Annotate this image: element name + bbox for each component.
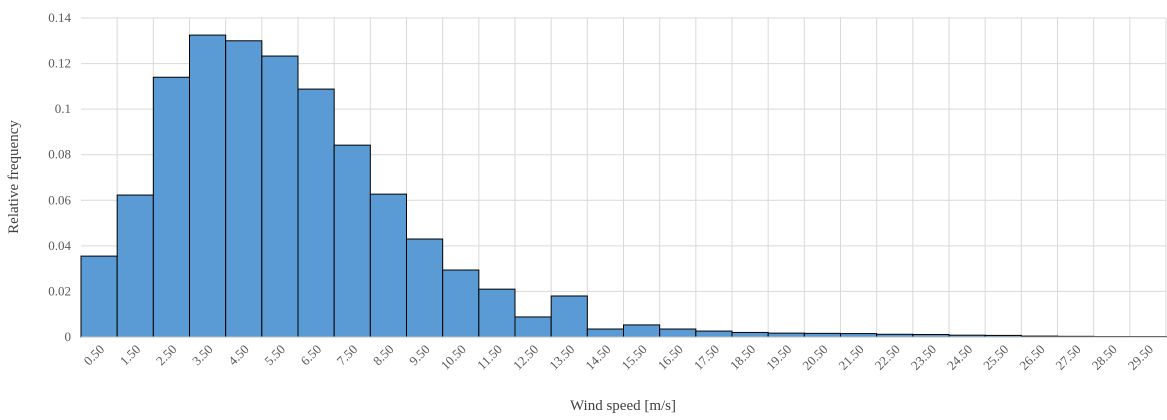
- x-tick-label: 10.50: [438, 342, 469, 373]
- x-tick-label: 25.50: [980, 342, 1011, 373]
- bar: [586, 328, 624, 338]
- y-tick-label: 0: [65, 329, 72, 344]
- x-tick-label: 12.50: [510, 342, 541, 373]
- bar: [406, 238, 444, 338]
- x-tick-label: 16.50: [655, 342, 686, 373]
- y-tick-label: 0.1: [55, 101, 71, 116]
- bar: [767, 332, 805, 338]
- bar: [333, 144, 371, 338]
- x-tick-label: 26.50: [1016, 342, 1047, 373]
- x-tick-label: 20.50: [799, 342, 830, 373]
- bar: [152, 76, 190, 338]
- x-tick-label: 23.50: [908, 342, 939, 373]
- x-tick-label: 15.50: [618, 342, 649, 373]
- bar: [297, 88, 335, 338]
- bar: [261, 55, 299, 338]
- bar: [369, 193, 408, 338]
- bar: [550, 295, 588, 338]
- y-tick-label: 0.02: [48, 283, 71, 298]
- bar: [623, 324, 661, 338]
- bar: [840, 333, 878, 338]
- bar: [731, 331, 769, 338]
- x-tick-label: 24.50: [944, 342, 975, 373]
- x-tick-label: 3.50: [189, 342, 216, 369]
- bar: [80, 255, 118, 338]
- x-axis-title: Wind speed [m/s]: [570, 398, 676, 414]
- x-tick-label: 14.50: [582, 342, 613, 373]
- x-tick-label: 11.50: [474, 342, 505, 373]
- y-tick-label: 0.14: [48, 10, 71, 25]
- x-tick-label: 19.50: [763, 342, 794, 373]
- y-tick-label: 0.12: [48, 56, 71, 71]
- x-tick-label: 5.50: [261, 342, 288, 369]
- bar: [478, 288, 516, 338]
- x-tick-label: 27.50: [1052, 342, 1083, 373]
- x-tick-label: 18.50: [727, 342, 758, 373]
- x-tick-label: 29.50: [1125, 342, 1156, 373]
- x-tick-label: 0.50: [81, 342, 108, 369]
- x-tick-label: 17.50: [691, 342, 722, 373]
- x-tick-label: 4.50: [225, 342, 252, 369]
- x-tick-label: 1.50: [117, 342, 144, 369]
- bar: [695, 330, 733, 338]
- x-tick-label: 7.50: [334, 342, 361, 369]
- x-tick-label: 9.50: [406, 342, 433, 369]
- y-tick-label: 0.08: [48, 147, 71, 162]
- x-tick-label: 22.50: [872, 342, 903, 373]
- x-tick-label: 21.50: [835, 342, 866, 373]
- bar: [442, 269, 480, 338]
- y-tick-label: 0.04: [48, 238, 71, 253]
- x-tick-label: 13.50: [546, 342, 577, 373]
- x-tick-label: 2.50: [153, 342, 180, 369]
- x-tick-label: 6.50: [298, 342, 325, 369]
- bar: [659, 328, 697, 338]
- bar: [225, 40, 263, 338]
- x-tick-label: 8.50: [370, 342, 397, 369]
- bar: [116, 194, 154, 338]
- y-tick-label: 0.06: [48, 192, 71, 207]
- bar: [514, 316, 552, 338]
- x-tick-label: 28.50: [1089, 342, 1120, 373]
- bar: [803, 332, 841, 338]
- y-axis-title: Relative frequency: [6, 120, 22, 234]
- bar: [189, 34, 227, 338]
